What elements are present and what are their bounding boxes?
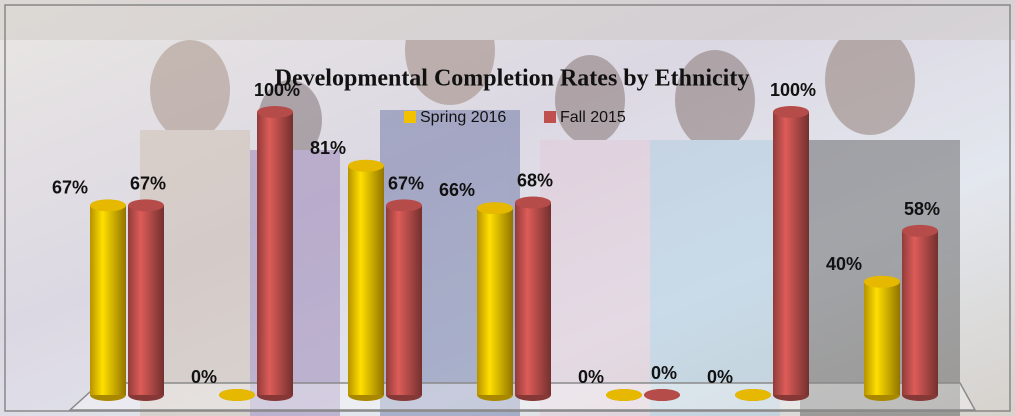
- bar: [902, 224, 938, 401]
- bar-body: [773, 112, 809, 395]
- value-label: 58%: [904, 199, 940, 219]
- value-label: 100%: [770, 80, 816, 100]
- value-label: 66%: [439, 180, 475, 200]
- bar: [477, 202, 513, 401]
- bar-top: [219, 389, 255, 401]
- bar-body: [864, 281, 900, 395]
- value-label: 0%: [191, 367, 217, 387]
- legend-swatch: [404, 111, 416, 123]
- bar-top: [644, 389, 680, 401]
- bar-top: [257, 106, 293, 118]
- bar: [515, 196, 551, 401]
- value-label: 0%: [578, 367, 604, 387]
- value-label: 0%: [651, 363, 677, 383]
- bar-top: [90, 199, 126, 212]
- bar-top: [902, 224, 938, 237]
- bar: [90, 199, 126, 401]
- bar-body: [477, 208, 513, 395]
- bar: [644, 389, 680, 401]
- bar: [386, 199, 422, 401]
- bar: [128, 199, 164, 401]
- bar: [219, 389, 255, 401]
- value-label: 67%: [388, 173, 424, 193]
- value-label: 0%: [707, 367, 733, 387]
- bar-body: [386, 205, 422, 395]
- value-label: 68%: [517, 171, 553, 191]
- bar-top: [864, 275, 900, 288]
- bar-top: [128, 199, 164, 212]
- value-label: 40%: [826, 254, 862, 274]
- bar: [257, 106, 293, 401]
- bar-body: [257, 112, 293, 395]
- bar: [864, 275, 900, 401]
- frame: [4, 4, 1011, 412]
- legend-swatch: [544, 111, 556, 123]
- value-label: 81%: [310, 138, 346, 158]
- bar-top: [348, 159, 384, 172]
- bar: [606, 389, 642, 401]
- chart-title: Developmental Completion Rates by Ethnic…: [275, 66, 750, 92]
- bar-body: [902, 230, 938, 395]
- value-label: 67%: [130, 173, 166, 193]
- bar-body: [348, 165, 384, 395]
- bar-top: [477, 202, 513, 215]
- bar-body: [515, 202, 551, 395]
- bar-top: [606, 389, 642, 401]
- value-label: 67%: [52, 177, 88, 197]
- bar-body: [90, 205, 126, 395]
- bar: [735, 389, 771, 401]
- legend-label: Fall 2015: [560, 109, 626, 126]
- bar-body: [128, 205, 164, 395]
- legend-label: Spring 2016: [420, 109, 506, 126]
- bar: [348, 159, 384, 401]
- bar-top: [515, 196, 551, 209]
- value-label: 100%: [254, 80, 300, 100]
- bar-top: [386, 199, 422, 212]
- bar-top: [773, 106, 809, 118]
- bar-top: [735, 389, 771, 401]
- bar: [773, 106, 809, 401]
